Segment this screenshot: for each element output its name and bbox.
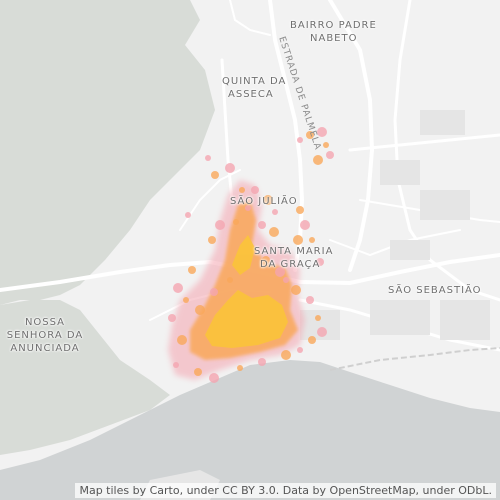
heat-point (258, 358, 266, 366)
place-label-sao-sebastiao: SÃO SEBASTIÃO (388, 285, 482, 296)
road (328, 0, 375, 272)
heat-point (316, 258, 324, 266)
heat-point (309, 237, 315, 243)
heat-point (315, 315, 321, 321)
heat-point (215, 220, 225, 230)
road (348, 133, 500, 152)
heat-point (317, 127, 327, 137)
heat-point (317, 327, 327, 337)
heat-point (313, 155, 323, 165)
park-area (0, 0, 215, 305)
heat-point (237, 365, 243, 371)
heat-point (281, 350, 291, 360)
place-label-sao-juliao: SÃO JULIÃO (230, 196, 298, 207)
heat-point (173, 283, 183, 293)
park-area-south (0, 300, 170, 455)
heat-point (326, 151, 334, 159)
heat-point (239, 187, 245, 193)
heat-point (263, 195, 273, 205)
heat-scatter (168, 127, 334, 383)
heat-point (251, 186, 259, 194)
heat-point (272, 209, 278, 215)
heat-point (297, 137, 303, 143)
heat-point (275, 267, 285, 277)
heat-point (173, 362, 179, 368)
heat-point (262, 256, 270, 264)
heat-point (183, 297, 189, 303)
heat-point (291, 285, 301, 295)
water-body (0, 360, 500, 500)
heat-point (227, 277, 233, 283)
heat-point (269, 227, 279, 237)
heat-point (210, 288, 218, 296)
heat-point (209, 373, 219, 383)
railway (329, 347, 500, 371)
place-label-bairro-padre-nabeto: BAIRRO PADRE NABETO (290, 20, 377, 44)
heat-point (300, 220, 310, 230)
road (229, 0, 271, 36)
road (393, 0, 500, 302)
heat-point (211, 171, 219, 179)
map-attribution[interactable]: Map tiles by Carto, under CC BY 3.0. Dat… (75, 483, 496, 498)
place-label-quinta-da-asseca: QUINTA DA ASSECA (222, 76, 287, 100)
heat-point (306, 131, 314, 139)
heat-point (208, 236, 216, 244)
heat-core (205, 235, 288, 348)
road (220, 58, 234, 202)
heat-point (323, 142, 329, 148)
heat-point (177, 335, 187, 345)
heat-point (296, 206, 304, 214)
heat-point (293, 235, 303, 245)
heat-point (225, 163, 235, 173)
place-label-nossa-senhora-da-anunciada: NOSSA SENHORA DA ANUNCIADA (6, 317, 84, 354)
heat-point (168, 314, 176, 322)
heat-point (205, 155, 211, 161)
heat-point (245, 205, 251, 211)
heat-point (185, 212, 191, 218)
heat-point (194, 368, 202, 376)
heat-point (233, 219, 239, 225)
heat-point (283, 277, 289, 283)
heat-point (195, 305, 205, 315)
heat-point (308, 336, 316, 344)
built-up-blocks (300, 110, 490, 340)
heat-point (258, 221, 266, 229)
heat-point (188, 266, 196, 274)
place-label-santa-maria-da-graca: SANTA MARIA DA GRAÇA (254, 246, 334, 270)
heat-point (306, 296, 314, 304)
heat-point (297, 347, 303, 353)
